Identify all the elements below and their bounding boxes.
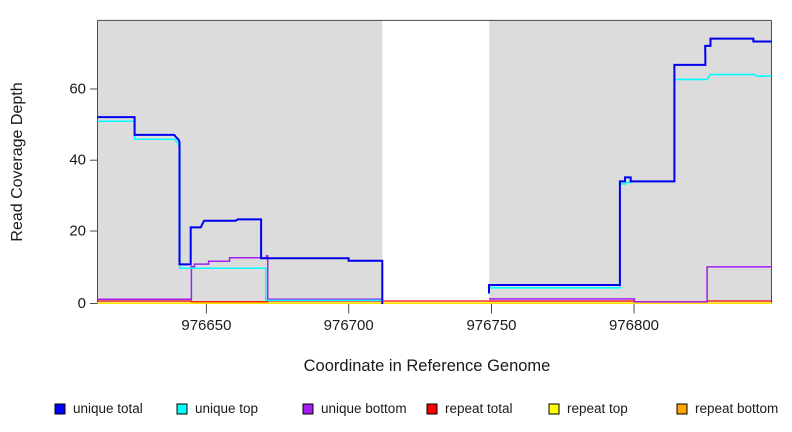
svg-text:976700: 976700 (324, 317, 374, 334)
svg-text:repeat top: repeat top (567, 401, 628, 416)
svg-text:20: 20 (69, 223, 86, 240)
svg-text:unique top: unique top (195, 401, 258, 416)
svg-text:Coordinate in Reference Genome: Coordinate in Reference Genome (304, 357, 551, 375)
svg-text:unique total: unique total (73, 401, 143, 416)
svg-text:Read Coverage Depth: Read Coverage Depth (9, 82, 26, 241)
svg-text:unique bottom: unique bottom (321, 401, 407, 416)
svg-text:976750: 976750 (466, 317, 516, 334)
svg-text:976650: 976650 (181, 317, 231, 334)
svg-text:40: 40 (69, 152, 86, 169)
svg-text:repeat total: repeat total (445, 401, 513, 416)
svg-text:976800: 976800 (609, 317, 659, 334)
svg-text:0: 0 (78, 295, 86, 312)
svg-text:repeat bottom: repeat bottom (695, 401, 778, 416)
svg-text:60: 60 (69, 81, 86, 98)
